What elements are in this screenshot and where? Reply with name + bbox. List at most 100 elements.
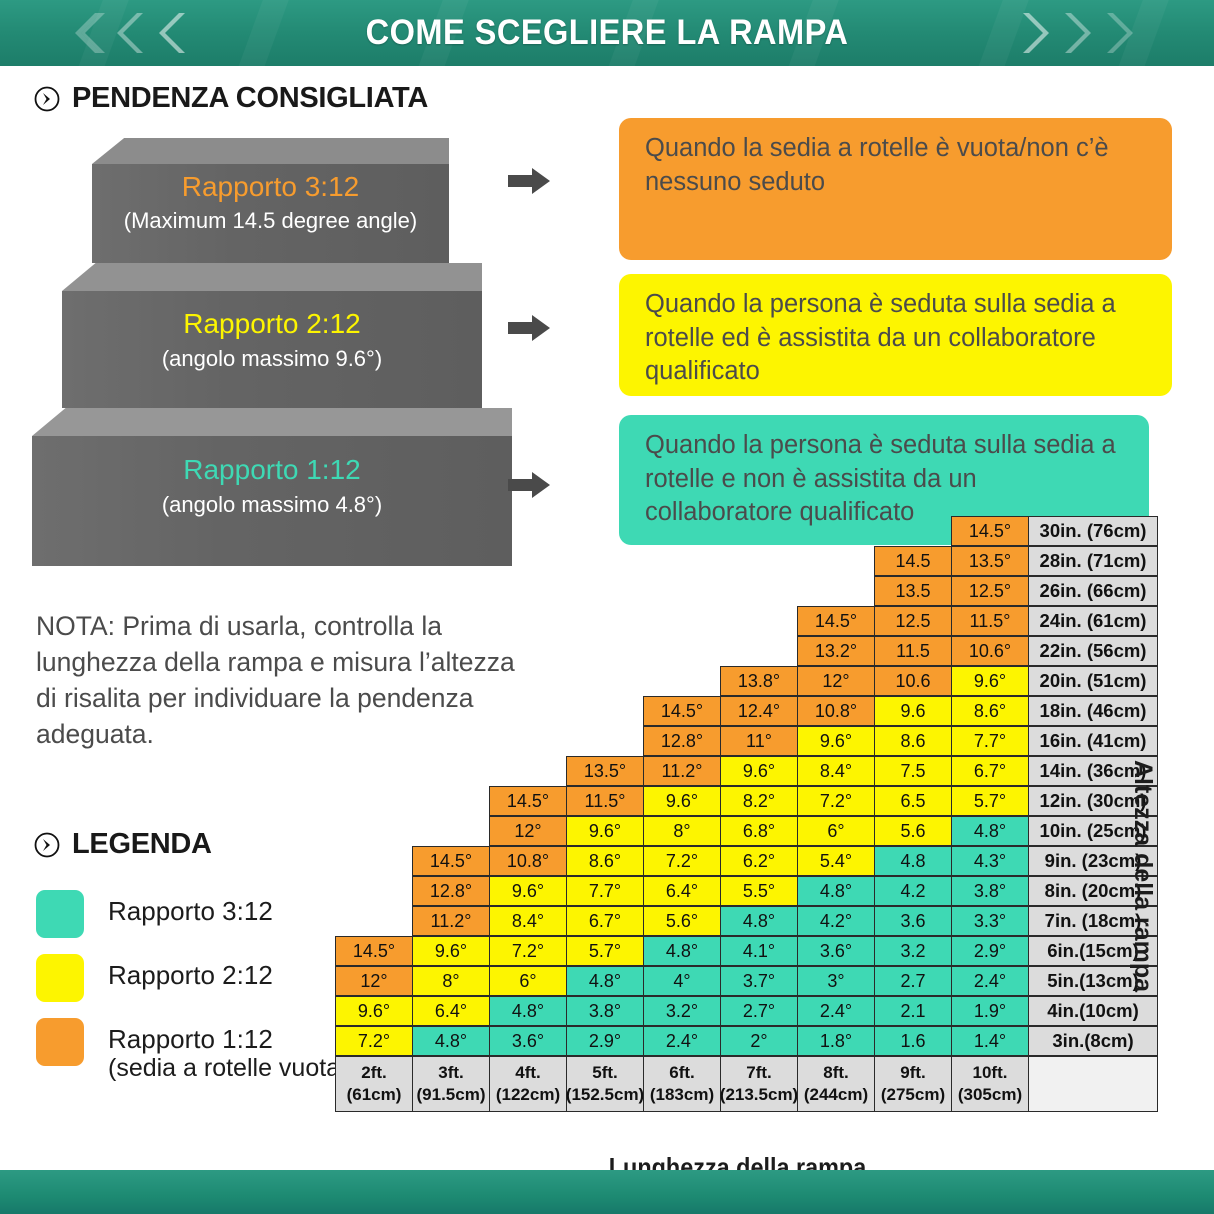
matrix-cell: 7.7° (951, 726, 1029, 756)
matrix-cell: 3.6° (489, 1026, 567, 1056)
matrix-cell-empty (489, 696, 567, 726)
matrix-cell: 9.6° (489, 876, 567, 906)
matrix-row: 12° 9.6° 8° 6.8° 6° 5.6 4.8° 10in. (25cm) (335, 816, 1158, 846)
matrix-cell-empty (720, 636, 798, 666)
matrix-cell-empty (412, 666, 490, 696)
matrix-cell: 10.8° (797, 696, 875, 726)
matrix-cell-empty (412, 576, 490, 606)
matrix-cell: 2° (720, 1026, 798, 1056)
matrix-cell-empty (489, 576, 567, 606)
matrix-cell: 4.2 (874, 876, 952, 906)
matrix-cell: 14.5° (951, 516, 1029, 546)
matrix-cell-empty (335, 666, 413, 696)
matrix-cell-empty (412, 546, 490, 576)
matrix-cell: 4.8° (951, 816, 1029, 846)
matrix-cell-empty (412, 696, 490, 726)
matrix-cell: 2.4° (951, 966, 1029, 996)
matrix-row: 14.5° 10.8° 8.6° 7.2° 6.2° 5.4° 4.8 4.3° 9in. (2… (335, 846, 1158, 876)
matrix-cell: 1.9° (951, 996, 1029, 1026)
legend-swatch-orange (36, 1018, 84, 1066)
matrix-column-header: 10ft. (305cm) (951, 1056, 1029, 1112)
matrix-cell: 13.5° (566, 756, 644, 786)
matrix-row-header: 30in. (76cm) (1028, 516, 1158, 546)
matrix-cell: 6.5 (874, 786, 952, 816)
step-ratio-3-12: Rapporto 3:12 (Maximum 14.5 degree angle… (92, 138, 449, 263)
matrix-cell: 12° (335, 966, 413, 996)
matrix-x-axis-row: 2ft. (61cm) 3ft. (91.5cm) 4ft. (122cm) 5ft. (15… (335, 1056, 1158, 1112)
matrix-cell: 5.4° (797, 846, 875, 876)
matrix-cell: 3.2° (643, 996, 721, 1026)
matrix-cell: 12.8° (412, 876, 490, 906)
matrix-cell: 9.6° (412, 936, 490, 966)
matrix-row-header: 22in. (56cm) (1028, 636, 1158, 666)
matrix-cell: 14.5° (335, 936, 413, 966)
matrix-cell: 11.2° (643, 756, 721, 786)
matrix-cell: 1.8° (797, 1026, 875, 1056)
matrix-cell: 6° (797, 816, 875, 846)
legend-swatch-yellow (36, 954, 84, 1002)
chevron-left-icon (159, 13, 189, 53)
matrix-cell-empty (335, 726, 413, 756)
matrix-cell-empty (335, 876, 413, 906)
matrix-row-header: 14in. (36cm) (1028, 756, 1158, 786)
matrix-row-header: 9in. (23cm) (1028, 846, 1158, 876)
matrix-cell: 2.4° (797, 996, 875, 1026)
matrix-cell: 6.7° (951, 756, 1029, 786)
legend-label: Rapporto 1:12 (sedia a rotelle vuota) (108, 1018, 348, 1083)
arrow-circle-icon (34, 86, 60, 112)
matrix-row: 13.8° 12° 10.6 9.6° 20in. (51cm) (335, 666, 1158, 696)
ramp-slope-matrix: 14.5° 30in. (76cm) 14.5 13.5° 28in. (71cm) 13… (335, 516, 1158, 1112)
matrix-cell-empty (874, 516, 952, 546)
steps-diagram: Rapporto 3:12 (Maximum 14.5 degree angle… (30, 130, 520, 570)
matrix-cell-empty (489, 756, 567, 786)
matrix-cell-empty (335, 906, 413, 936)
legend-item: Rapporto 3:12 (36, 890, 366, 938)
legend-label: Rapporto 3:12 (108, 896, 273, 926)
matrix-cell: 5.6° (643, 906, 721, 936)
matrix-cell: 11.2° (412, 906, 490, 936)
matrix-cell: 11.5° (951, 606, 1029, 636)
matrix-column-header: 3ft. (91.5cm) (412, 1056, 490, 1112)
matrix-cell-empty (335, 816, 413, 846)
matrix-cell-empty (412, 726, 490, 756)
matrix-row: 12.8° 11° 9.6° 8.6 7.7° 16in. (41cm) (335, 726, 1158, 756)
matrix-row: 14.5° 9.6° 7.2° 5.7° 4.8° 4.1° 3.6° 3.2 2.9° 6in.… (335, 936, 1158, 966)
legend-section-heading: LEGENDA (34, 828, 212, 861)
matrix-row: 13.2° 11.5 10.6° 22in. (56cm) (335, 636, 1158, 666)
matrix-cell: 7.2° (335, 1026, 413, 1056)
matrix-cell: 4.2° (797, 906, 875, 936)
matrix-row-header: 16in. (41cm) (1028, 726, 1158, 756)
matrix-cell: 8.6 (874, 726, 952, 756)
matrix-cell-empty (412, 786, 490, 816)
matrix-cell: 6.8° (720, 816, 798, 846)
matrix-cell-empty (643, 636, 721, 666)
matrix-row-header: 8in. (20cm) (1028, 876, 1158, 906)
matrix-cell-empty (335, 576, 413, 606)
matrix-column-header: 2ft. (61cm) (335, 1056, 413, 1112)
matrix-cell: 2.1 (874, 996, 952, 1026)
matrix-cell: 4.8° (797, 876, 875, 906)
matrix-cell: 14.5° (412, 846, 490, 876)
matrix-cell: 8.2° (720, 786, 798, 816)
matrix-cell-empty (797, 516, 875, 546)
matrix-cell: 3.8° (951, 876, 1029, 906)
matrix-row-header: 24in. (61cm) (1028, 606, 1158, 636)
matrix-cell-empty (489, 606, 567, 636)
matrix-cell-empty (335, 696, 413, 726)
matrix-cell-empty (797, 546, 875, 576)
matrix-cell: 9.6° (720, 756, 798, 786)
matrix-cell-empty (412, 516, 490, 546)
matrix-cell-empty (566, 576, 644, 606)
matrix-cell: 5.5° (720, 876, 798, 906)
matrix-cell-empty (566, 636, 644, 666)
matrix-cell: 6° (489, 966, 567, 996)
matrix-cell: 2.9° (566, 1026, 644, 1056)
matrix-row: 11.2° 8.4° 6.7° 5.6° 4.8° 4.2° 3.6 3.3° 7in. (18… (335, 906, 1158, 936)
matrix-row: 12° 8° 6° 4.8° 4° 3.7° 3° 2.7 2.4° 5in.(13cm) (335, 966, 1158, 996)
legend-label-sub: (sedia a rotelle vuota) (108, 1054, 349, 1083)
matrix-row: 14.5° 12.5 11.5° 24in. (61cm) (335, 606, 1158, 636)
matrix-row-header: 12in. (30cm) (1028, 786, 1158, 816)
step-ratio-label: Rapporto 2:12 (183, 308, 361, 339)
step-ratio-2-12: Rapporto 2:12 (angolo massimo 9.6°) (62, 263, 482, 408)
